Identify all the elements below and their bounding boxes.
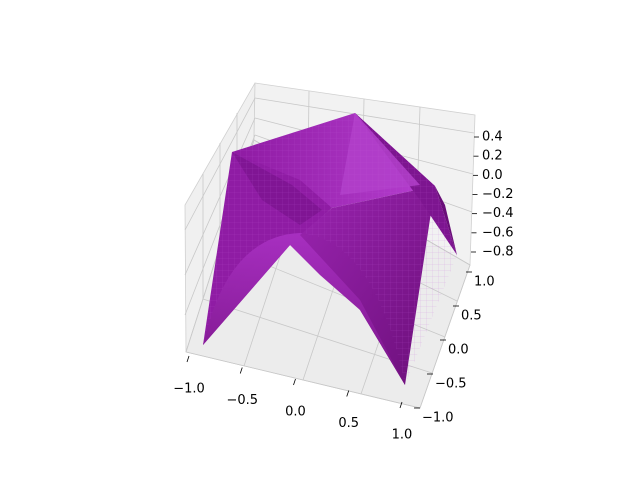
y-axis-ticks: −1.0 −0.5 0.0 0.5 1.0 xyxy=(414,271,495,426)
x-axis-tick-mark xyxy=(346,390,350,397)
x-axis-tick-mark xyxy=(399,401,403,409)
x-axis-tick-label: 1.0 xyxy=(392,428,413,443)
x-axis-tick-mark xyxy=(239,367,243,374)
surface xyxy=(203,113,457,385)
y-axis-tick-label: 0.5 xyxy=(461,309,482,324)
z-axis-tick-label: −0.6 xyxy=(482,225,514,240)
z-axis-tick-label: 0.2 xyxy=(482,149,503,164)
y-axis-tick-label: 0.0 xyxy=(448,343,469,358)
z-axis-tick-label: −0.8 xyxy=(482,245,514,260)
left-grid-line xyxy=(184,97,256,231)
x-axis-tick-label: −0.5 xyxy=(226,393,258,408)
z-axis-tick-label: 0.4 xyxy=(482,130,503,145)
left-grid-line xyxy=(184,117,256,276)
z-axis-tick-label: −0.2 xyxy=(482,187,514,202)
surface-mesh xyxy=(203,113,457,385)
y-axis-tick-label: −0.5 xyxy=(435,377,467,392)
z-axis-ticks: 0.4 0.2 0.0 −0.2 −0.4 −0.6 −0.8 xyxy=(471,130,514,260)
y-axis-tick-label: 1.0 xyxy=(474,275,495,290)
x-axis-tick-label: 0.0 xyxy=(285,405,306,420)
z-axis-tick-label: −0.4 xyxy=(482,206,514,221)
back-grid-line xyxy=(254,97,475,134)
x-axis-tick-label: −1.0 xyxy=(173,382,205,397)
y-axis-tick-label: −1.0 xyxy=(422,411,454,426)
x-axis-tick-mark xyxy=(293,378,296,386)
x-axis-tick-mark xyxy=(186,355,190,363)
x-axis-tick-label: 0.5 xyxy=(338,416,359,431)
floor-grid-line xyxy=(419,264,471,409)
x-axis-ticks: −1.0 −0.5 0.0 0.5 1.0 xyxy=(173,355,413,443)
z-axis-tick-label: 0.0 xyxy=(482,168,503,183)
